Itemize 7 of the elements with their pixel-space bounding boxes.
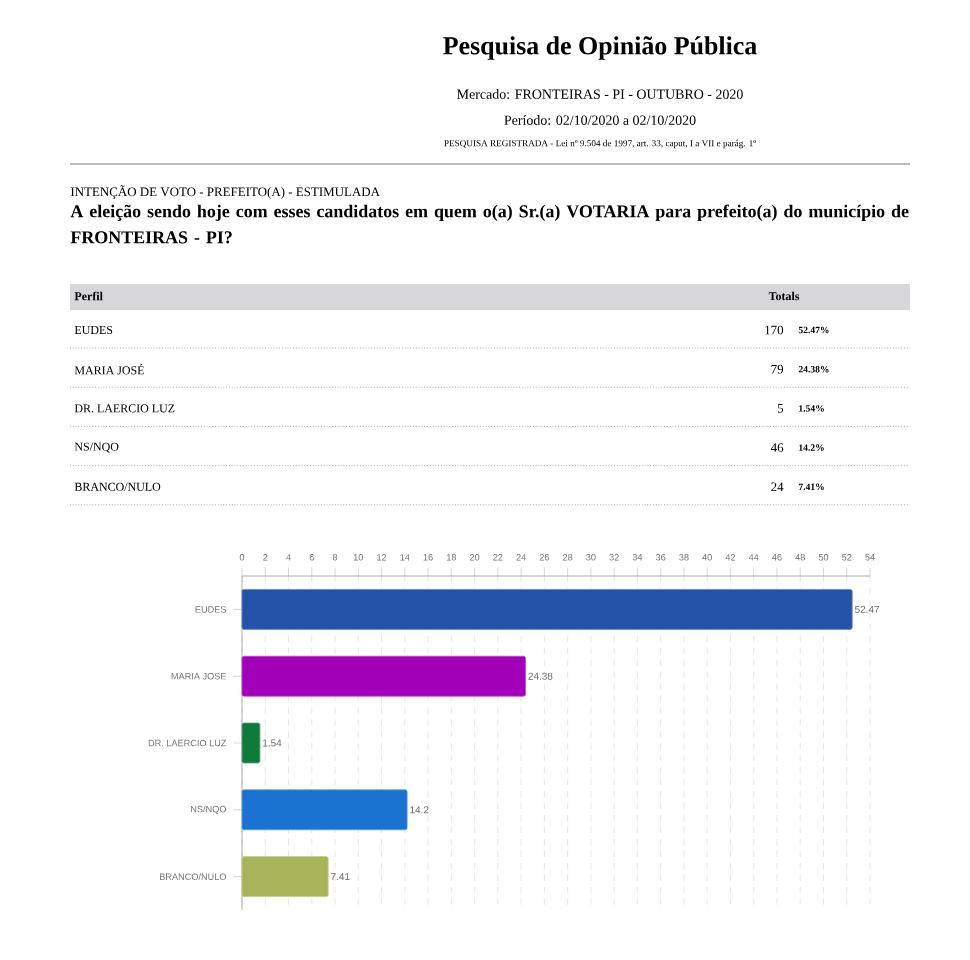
bar [241,856,329,898]
bar [241,789,408,831]
bar [241,655,526,697]
bar [241,589,853,630]
bar [241,722,261,764]
text: Pesquisa de Opinião Pública [443,36,757,60]
text: A eleição sendo hoje com esses candidatos em quem o(a) Sr.(a) VOTARIA para prefeito(a) do município de FRONTEIRAS - PI? [70,204,909,244]
